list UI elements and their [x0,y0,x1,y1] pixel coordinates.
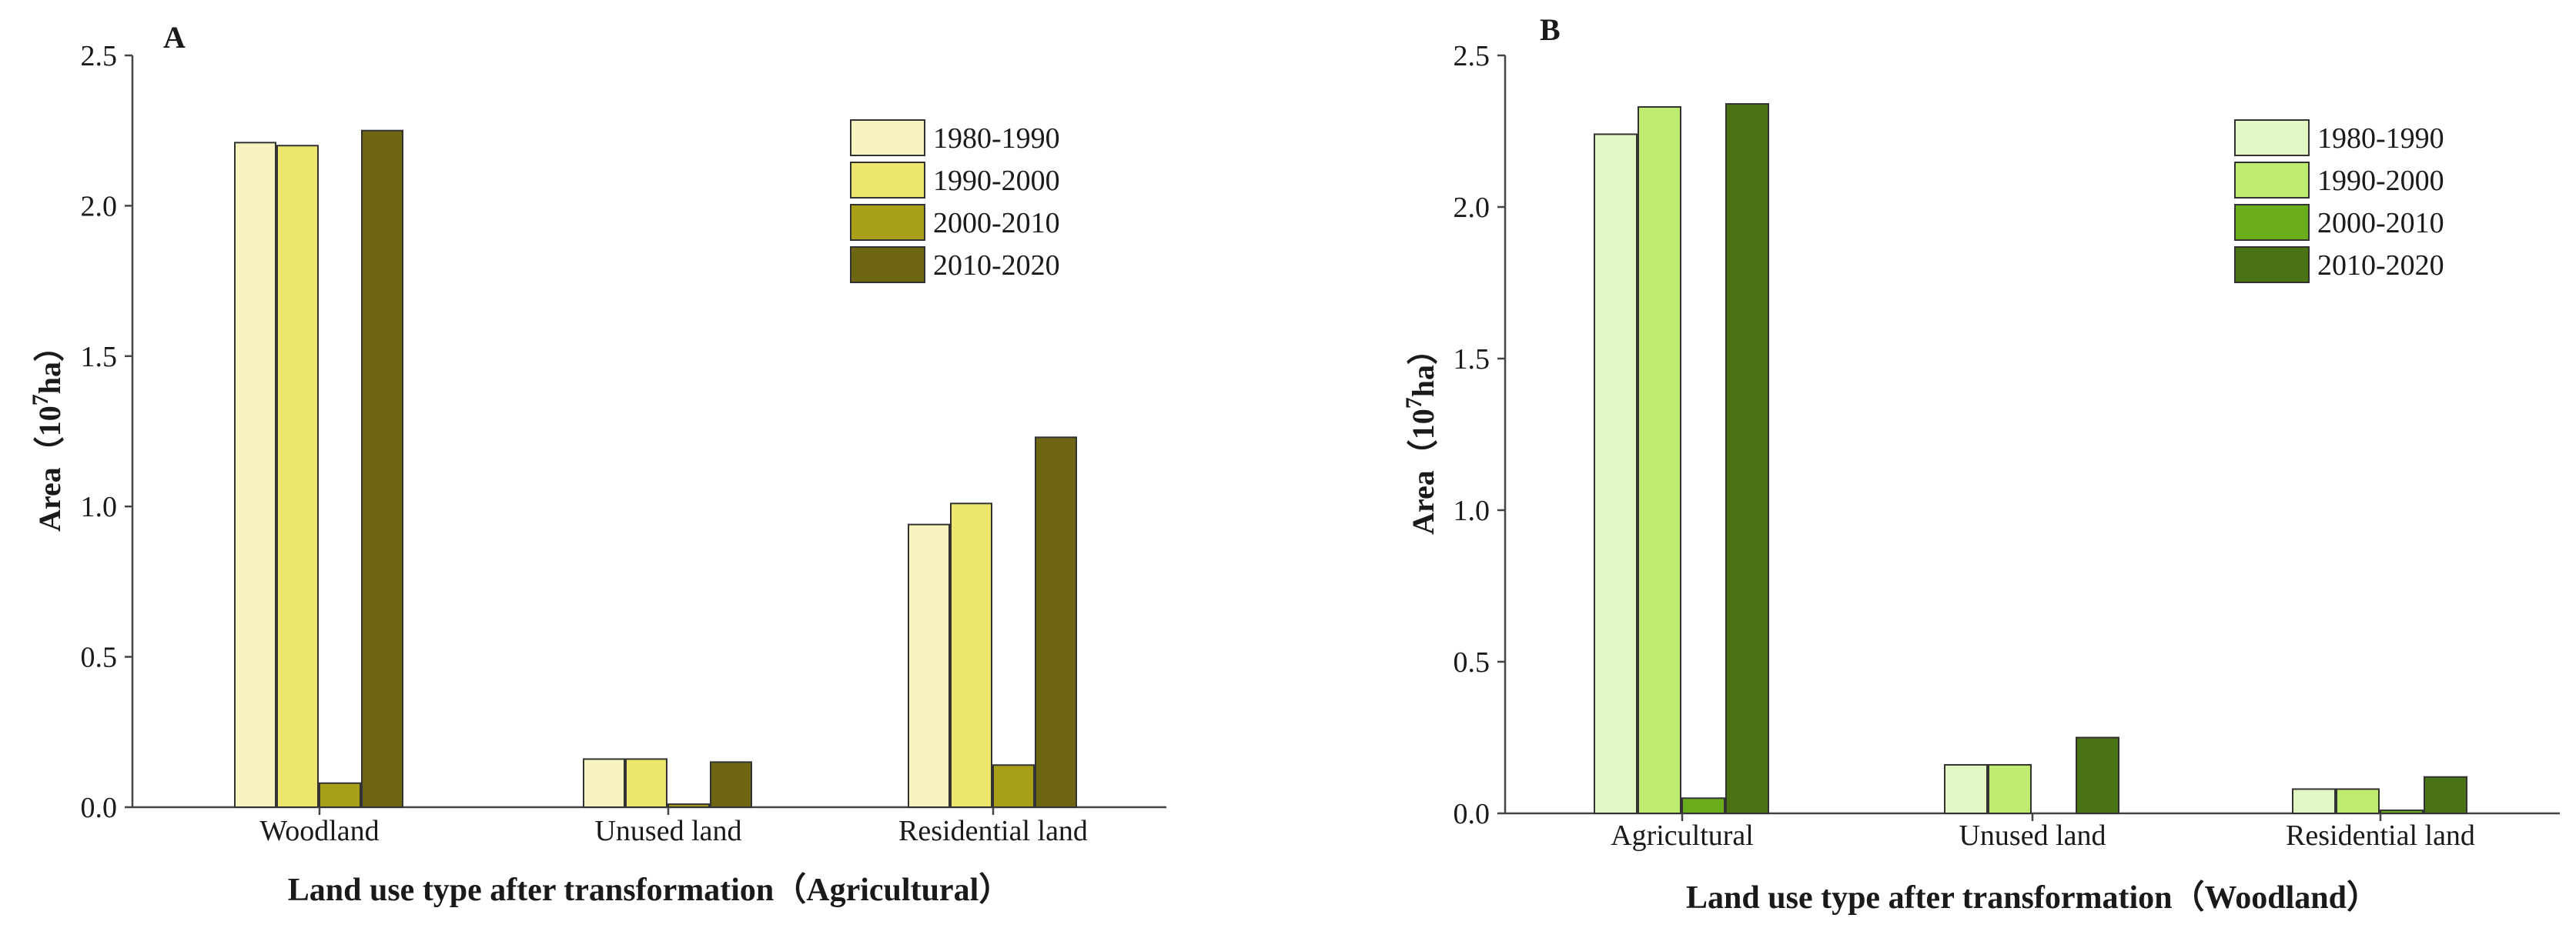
legend-label: 1980-1990 [933,122,1060,155]
bar-unused-land-2000-2010 [667,803,710,809]
y-axis-label-unit: ha） [32,331,67,394]
legend-label: 2010-2020 [2317,249,2444,282]
chart-panel-a: 0.0 0.5 1.0 1.5 2.0 2.5 A Area（107ha） Land use t… [28,20,1166,908]
y-tick-label: 0.5 [81,642,118,674]
y-axis-label: Area（107ha） [28,331,67,532]
x-category-label: Unused land [1959,820,2106,852]
bar-residential-land-1990-2000 [950,502,992,808]
bar-woodland-2000-2010 [319,782,361,809]
y-axis-label-exponent: 7 [1401,397,1427,409]
y-tick-label: 0.0 [1454,798,1490,830]
bar-residential-land-1980-1990 [908,523,950,808]
x-category-label: Unused land [594,815,741,847]
legend-swatch [850,204,925,241]
legend-swatch [850,162,925,199]
bar-unused-land-1980-1990 [1944,763,1988,815]
bar-agricultural-2000-2010 [1681,797,1725,815]
x-axis-label: Land use type after transformation（Agric… [288,872,1011,908]
x-category-label: Residential land [2286,820,2475,852]
y-tick-label: 2.5 [1454,40,1490,72]
bar-woodland-1990-2000 [276,145,319,809]
bar-residential-land-1990-2000 [2336,788,2380,814]
legend-swatch [2234,162,2310,199]
y-tick-label: 2.5 [81,40,118,72]
panel-label: A [163,20,186,55]
y-axis-label: Area（107ha） [1401,334,1440,535]
legend-swatch [2234,246,2310,283]
legend-swatch [2234,119,2310,156]
bar-unused-land-1990-2000 [625,758,667,808]
legend-label: 2000-2010 [2317,207,2444,239]
legend: 1980-1990 1990-2000 2000-2010 2010-2020 [850,119,1060,283]
x-category-label: Residential land [898,815,1088,847]
bar-residential-land-2000-2010 [992,764,1035,809]
y-tick-label: 1.0 [81,491,118,523]
bar-unused-land-2010-2020 [710,761,752,809]
x-category-label: Woodland [259,815,379,847]
bar-unused-land-2010-2020 [2076,736,2119,814]
y-tick-label: 2.0 [81,190,118,222]
bar-agricultural-1980-1990 [1594,133,1638,814]
y-tick-label: 1.5 [1454,343,1490,376]
legend-label: 1990-2000 [933,165,1060,197]
legend-swatch [2234,204,2310,241]
legend-swatch [850,119,925,156]
bar-woodland-2010-2020 [361,129,403,808]
legend: 1980-1990 1990-2000 2000-2010 2010-2020 [2234,119,2444,283]
bar-residential-land-2000-2010 [2380,809,2424,815]
bar-woodland-1980-1990 [234,142,276,809]
legend-label: 1990-2000 [2317,165,2444,197]
y-axis-label-prefix: Area（10 [32,406,67,532]
y-tick-label: 1.0 [1454,495,1490,527]
y-axis-label-exponent: 7 [28,394,53,406]
x-category-label: Agricultural [1611,820,1754,852]
bar-agricultural-1990-2000 [1638,105,1681,815]
legend-label: 2000-2010 [933,207,1060,239]
x-axis-label: Land use type after transformation（Woodl… [1686,880,2379,916]
bar-unused-land-1990-2000 [1988,763,2032,815]
bar-agricultural-2010-2020 [1725,103,1769,815]
bar-unused-land-1980-1990 [583,758,625,808]
legend-label: 2010-2020 [933,249,1060,282]
bar-residential-land-2010-2020 [2424,776,2467,814]
y-tick-label: 1.5 [81,341,118,373]
y-axis-label-prefix: Area（10 [1406,409,1440,535]
legend-label: 1980-1990 [2317,122,2444,155]
y-tick-label: 0.5 [1454,646,1490,679]
y-tick-label: 2.0 [1454,192,1490,224]
y-axis-label-unit: ha） [1406,334,1440,397]
panel-label: B [1540,12,1561,47]
y-tick-label: 0.0 [81,792,118,824]
bar-residential-land-1980-1990 [2292,788,2336,814]
legend-swatch [850,246,925,283]
bar-residential-land-2010-2020 [1035,436,1077,808]
chart-panel-b: 0.0 0.5 1.0 1.5 2.0 2.5 B Area（107ha） Land use t… [1401,12,2560,916]
